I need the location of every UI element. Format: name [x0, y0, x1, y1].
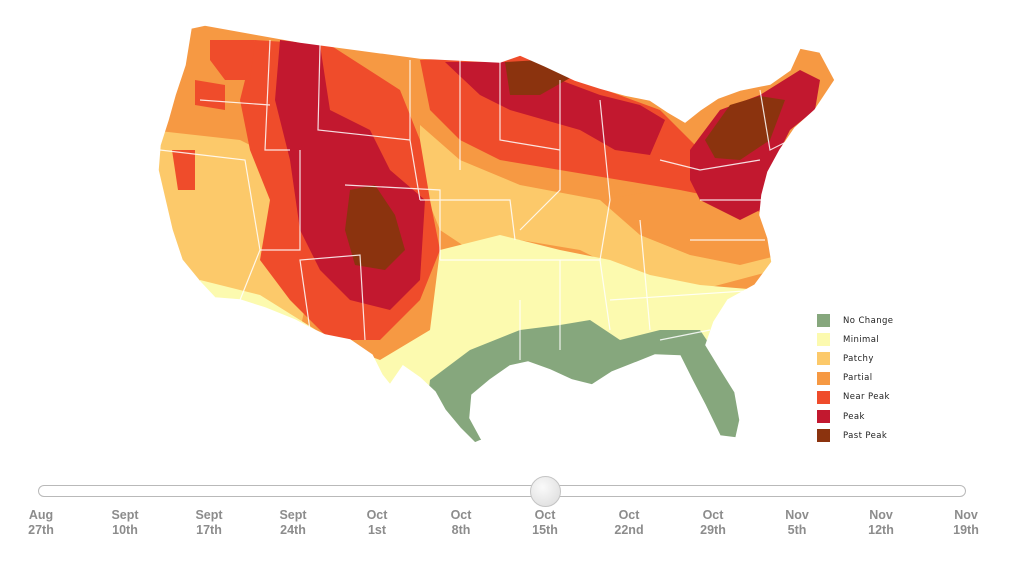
tick-aug-27[interactable]: Aug 27th [6, 508, 76, 538]
tick-day: 22nd [614, 523, 644, 537]
legend-swatch [817, 390, 830, 404]
tick-month: Sept [279, 508, 307, 522]
legend-swatch [817, 352, 830, 366]
tick-month: Sept [195, 508, 223, 522]
legend-swatch [817, 314, 830, 328]
legend-swatch [817, 410, 830, 424]
tick-day: 27th [28, 523, 54, 537]
tick-day: 10th [112, 523, 138, 537]
tick-month: Nov [954, 508, 978, 522]
legend-item-past-peak: Past Peak [817, 426, 893, 445]
tick-nov-12[interactable]: Nov 12th [846, 508, 916, 538]
tick-day: 29th [700, 523, 726, 537]
fall-foliage-map [157, 24, 836, 444]
legend-swatch [817, 371, 830, 385]
us-map [157, 24, 836, 444]
tick-month: Aug [28, 508, 54, 522]
tick-month: Oct [366, 508, 388, 522]
tick-day: 15th [532, 523, 558, 537]
tick-month: Nov [785, 508, 809, 522]
tick-oct-15[interactable]: Oct 15th [510, 508, 580, 538]
tick-month: Oct [534, 508, 556, 522]
legend-item-partial: Partial [817, 369, 893, 388]
legend-label: Peak [843, 411, 865, 422]
tick-month: Oct [702, 508, 724, 522]
legend-swatch [817, 429, 830, 443]
tick-month: Oct [618, 508, 640, 522]
legend-item-near-peak: Near Peak [817, 388, 893, 407]
tick-day: 12th [868, 523, 894, 537]
legend-item-no-change: No Change [817, 311, 893, 330]
legend-item-patchy: Patchy [817, 349, 893, 368]
legend-item-peak: Peak [817, 407, 893, 426]
tick-oct-8[interactable]: Oct 8th [426, 508, 496, 538]
tick-month: Oct [450, 508, 472, 522]
tick-oct-1[interactable]: Oct 1st [342, 508, 412, 538]
legend-label: Near Peak [843, 392, 890, 403]
tick-oct-29[interactable]: Oct 29th [678, 508, 748, 538]
tick-day: 1st [367, 523, 387, 537]
tick-sept-10[interactable]: Sept 10th [90, 508, 160, 538]
date-slider[interactable]: Aug 27th Sept 10th Sept 17th Sept 24th Oct 1s… [0, 470, 1012, 571]
tick-sept-17[interactable]: Sept 17th [174, 508, 244, 538]
legend-label: Partial [843, 373, 873, 384]
slider-track[interactable] [38, 485, 966, 497]
tick-day: 8th [451, 523, 471, 537]
tick-sept-24[interactable]: Sept 24th [258, 508, 328, 538]
legend-label: Minimal [843, 334, 880, 345]
tick-day: 24th [280, 523, 306, 537]
legend-label: No Change [843, 315, 894, 326]
tick-month: Sept [111, 508, 139, 522]
legend: No Change Minimal Patchy Partial Near Pe… [817, 311, 893, 445]
tick-month: Nov [869, 508, 893, 522]
tick-day: 17th [196, 523, 222, 537]
tick-nov-5[interactable]: Nov 5th [762, 508, 832, 538]
legend-item-minimal: Minimal [817, 330, 893, 349]
tick-oct-22[interactable]: Oct 22nd [594, 508, 664, 538]
slider-thumb[interactable] [530, 476, 561, 507]
tick-nov-19[interactable]: Nov 19th [931, 508, 1001, 538]
tick-day: 19th [953, 523, 979, 537]
tick-day: 5th [787, 523, 807, 537]
legend-swatch [817, 333, 830, 347]
legend-label: Past Peak [843, 430, 888, 441]
legend-label: Patchy [843, 353, 874, 364]
